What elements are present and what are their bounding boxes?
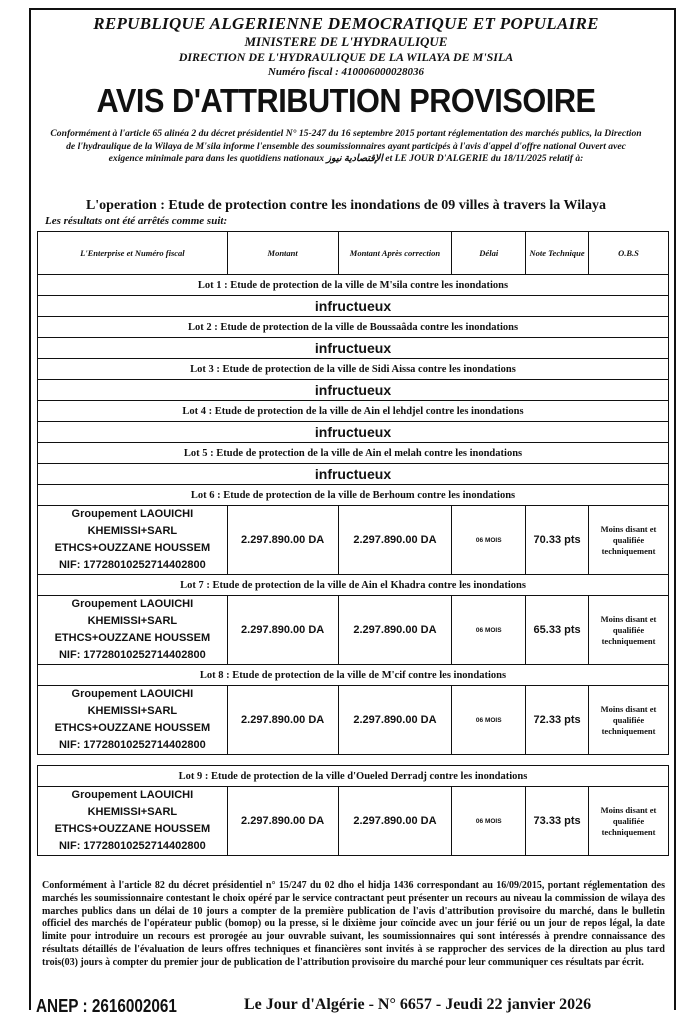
amount-corrected-cell: 2.297.890.00 DA [337, 505, 453, 575]
obs-cell: Moins disant et qualifiée techniquement [588, 505, 669, 575]
lot-title: Lot 6 : Etude de protection de la ville … [37, 484, 669, 506]
enterprise-nif: NIF: 17728010252714402800 [58, 559, 206, 571]
lot-title: Lot 8 : Etude de protection de la ville … [37, 664, 669, 686]
enterprise-line: KHEMISSI+SARL [87, 525, 178, 537]
table-row: Groupement LAOUICHI KHEMISSI+SARL ETHCS+OU… [37, 595, 669, 665]
header-delay: Délai [451, 231, 527, 275]
lot-title-row: Lot 2 : Etude de protection de la ville … [37, 316, 669, 338]
lot-title-row: Lot 5 : Etude de protection de la ville … [37, 442, 669, 464]
obs-cell: Moins disant et qualifiée techniquement [588, 786, 669, 856]
amount-cell: 2.297.890.00 DA [226, 505, 339, 575]
enterprise-line: ETHCS+OUZZANE HOUSSEM [54, 722, 211, 734]
enterprise-nif: NIF: 17728010252714402800 [58, 840, 206, 852]
lot-title-row: Lot 3 : Etude de protection de la ville … [37, 358, 669, 380]
delay-cell: 06 MOIS [451, 595, 527, 665]
header-direction: DIRECTION DE L'HYDRAULIQUE DE LA WILAYA … [178, 50, 514, 64]
enterprise-line: KHEMISSI+SARL [87, 806, 178, 818]
notice-frame [29, 8, 676, 1010]
enterprise-line: KHEMISSI+SARL [87, 615, 178, 627]
lot-result-row: infructueux [37, 421, 669, 443]
table-row: Groupement LAOUICHI KHEMISSI+SARL ETHCS+OU… [37, 685, 669, 755]
table-row: Groupement LAOUICHI KHEMISSI+SARL ETHCS+OU… [37, 505, 669, 575]
page-title: AVIS D'ATTRIBUTION PROVISOIRE [96, 82, 596, 119]
obs-cell: Moins disant et qualifiée techniquement [588, 595, 669, 665]
amount-cell: 2.297.890.00 DA [226, 786, 339, 856]
amount-cell: 2.297.890.00 DA [226, 685, 339, 755]
enterprise-cell: Groupement LAOUICHI KHEMISSI+SARL ETHCS+OU… [37, 595, 228, 665]
lot-title-row: Lot 1 : Etude de protection de la ville … [37, 274, 669, 296]
enterprise-line: ETHCS+OUZZANE HOUSSEM [54, 823, 211, 835]
enterprise-line: Groupement LAOUICHI [71, 598, 194, 610]
publication-info: Le Jour d'Algérie - N° 6657 - Jeudi 22 j… [244, 996, 592, 1013]
lot-result: infructueux [37, 337, 669, 359]
lot-title: Lot 1 : Etude de protection de la ville … [37, 274, 669, 296]
header-obs: O.B.S [588, 231, 669, 275]
lot-title-row: Lot 8 : Etude de protection de la ville … [37, 664, 669, 686]
enterprise-line: Groupement LAOUICHI [71, 688, 194, 700]
lot-title-row: Lot 7 : Etude de protection de la ville … [37, 574, 669, 596]
intro-paragraph: Conformément à l'article 65 alinéa 2 du … [50, 128, 642, 164]
amount-corrected-cell: 2.297.890.00 DA [337, 595, 453, 665]
enterprise-line: ETHCS+OUZZANE HOUSSEM [54, 542, 211, 554]
lot-result-row: infructueux [37, 463, 669, 485]
amount-corrected-cell: 2.297.890.00 DA [337, 786, 453, 856]
lot-title: Lot 5 : Etude de protection de la ville … [37, 442, 669, 464]
table-header-row: L'Enterprise et Numéro fiscal Montant Mo… [37, 231, 669, 275]
enterprise-line: KHEMISSI+SARL [87, 705, 178, 717]
anep-reference: ANEP : 2616002061 [36, 996, 177, 1016]
enterprise-line: ETHCS+OUZZANE HOUSSEM [54, 632, 211, 644]
lot-title: Lot 2 : Etude de protection de la ville … [37, 316, 669, 338]
header-enterprise: L'Enterprise et Numéro fiscal [37, 231, 228, 275]
delay-cell: 06 MOIS [451, 685, 527, 755]
lot-result: infructueux [37, 463, 669, 485]
technical-score-cell: 65.33 pts [525, 595, 590, 665]
amount-corrected-cell: 2.297.890.00 DA [337, 685, 453, 755]
delay-cell: 06 MOIS [451, 786, 527, 856]
lot-result-row: infructueux [37, 295, 669, 317]
appeal-notice: Conformément à l'article 82 du décret pr… [42, 880, 665, 968]
enterprise-cell: Groupement LAOUICHI KHEMISSI+SARL ETHCS+OU… [37, 505, 228, 575]
results-intro: Les résultats ont été arrêtés comme suit… [45, 215, 228, 227]
header-republic: REPUBLIQUE ALGERIENNE DEMOCRATIQUE ET PO… [93, 14, 599, 33]
operation-title: L'operation : Etude de protection contre… [85, 198, 607, 213]
technical-score-cell: 70.33 pts [525, 505, 590, 575]
lot-result: infructueux [37, 295, 669, 317]
lot-title: Lot 3 : Etude de protection de la ville … [37, 358, 669, 380]
header-fiscal-number: Numéro fiscal : 410006000028036 [267, 66, 425, 78]
lot-result: infructueux [37, 379, 669, 401]
technical-score-cell: 72.33 pts [525, 685, 590, 755]
technical-score-cell: 73.33 pts [525, 786, 590, 856]
lot-title-row: Lot 9 : Etude de protection de la ville … [37, 765, 669, 787]
header-amount-corrected: Montant Après correction [337, 231, 453, 275]
spacer-row [37, 754, 669, 766]
results-table: L'Enterprise et Numéro fiscal Montant Mo… [37, 231, 669, 856]
header-technical-score: Note Technique [525, 231, 590, 275]
lot-title-row: Lot 4 : Etude de protection de la ville … [37, 400, 669, 422]
obs-cell: Moins disant et qualifiée techniquement [588, 685, 669, 755]
enterprise-line: Groupement LAOUICHI [71, 789, 194, 801]
header-ministry: MINISTERE DE L'HYDRAULIQUE [244, 34, 448, 49]
enterprise-line: Groupement LAOUICHI [71, 508, 194, 520]
lot-result-row: infructueux [37, 337, 669, 359]
lot-result-row: infructueux [37, 379, 669, 401]
lot-result: infructueux [37, 421, 669, 443]
enterprise-cell: Groupement LAOUICHI KHEMISSI+SARL ETHCS+OU… [37, 786, 228, 856]
lot-title-row: Lot 6 : Etude de protection de la ville … [37, 484, 669, 506]
delay-cell: 06 MOIS [451, 505, 527, 575]
lot-title: Lot 9 : Etude de protection de la ville … [37, 765, 669, 787]
amount-cell: 2.297.890.00 DA [226, 595, 339, 665]
lot-title: Lot 7 : Etude de protection de la ville … [37, 574, 669, 596]
lot-title: Lot 4 : Etude de protection de la ville … [37, 400, 669, 422]
header-amount: Montant [226, 231, 339, 275]
enterprise-nif: NIF: 17728010252714402800 [58, 649, 206, 661]
enterprise-nif: NIF: 17728010252714402800 [58, 739, 206, 751]
table-row: Groupement LAOUICHI KHEMISSI+SARL ETHCS+OU… [37, 786, 669, 856]
enterprise-cell: Groupement LAOUICHI KHEMISSI+SARL ETHCS+OU… [37, 685, 228, 755]
